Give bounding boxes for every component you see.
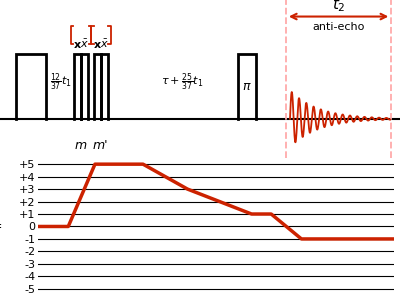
Text: $\bar{x}$: $\bar{x}$ xyxy=(100,38,109,50)
Text: x: x xyxy=(94,41,101,50)
Y-axis label: p = : p = xyxy=(0,220,7,233)
Text: x: x xyxy=(74,41,81,50)
Text: $\bar{x}$: $\bar{x}$ xyxy=(80,38,89,50)
Text: $\frac{12}{37}t_1$: $\frac{12}{37}t_1$ xyxy=(50,72,72,94)
Text: $\pi$: $\pi$ xyxy=(242,80,252,93)
Text: $t_2$: $t_2$ xyxy=(332,0,346,13)
Text: $\tau +\frac{25}{37}t_1$: $\tau +\frac{25}{37}t_1$ xyxy=(161,72,203,94)
Text: m: m xyxy=(75,139,87,152)
Text: anti-echo: anti-echo xyxy=(313,21,365,32)
Text: m': m' xyxy=(93,139,108,152)
